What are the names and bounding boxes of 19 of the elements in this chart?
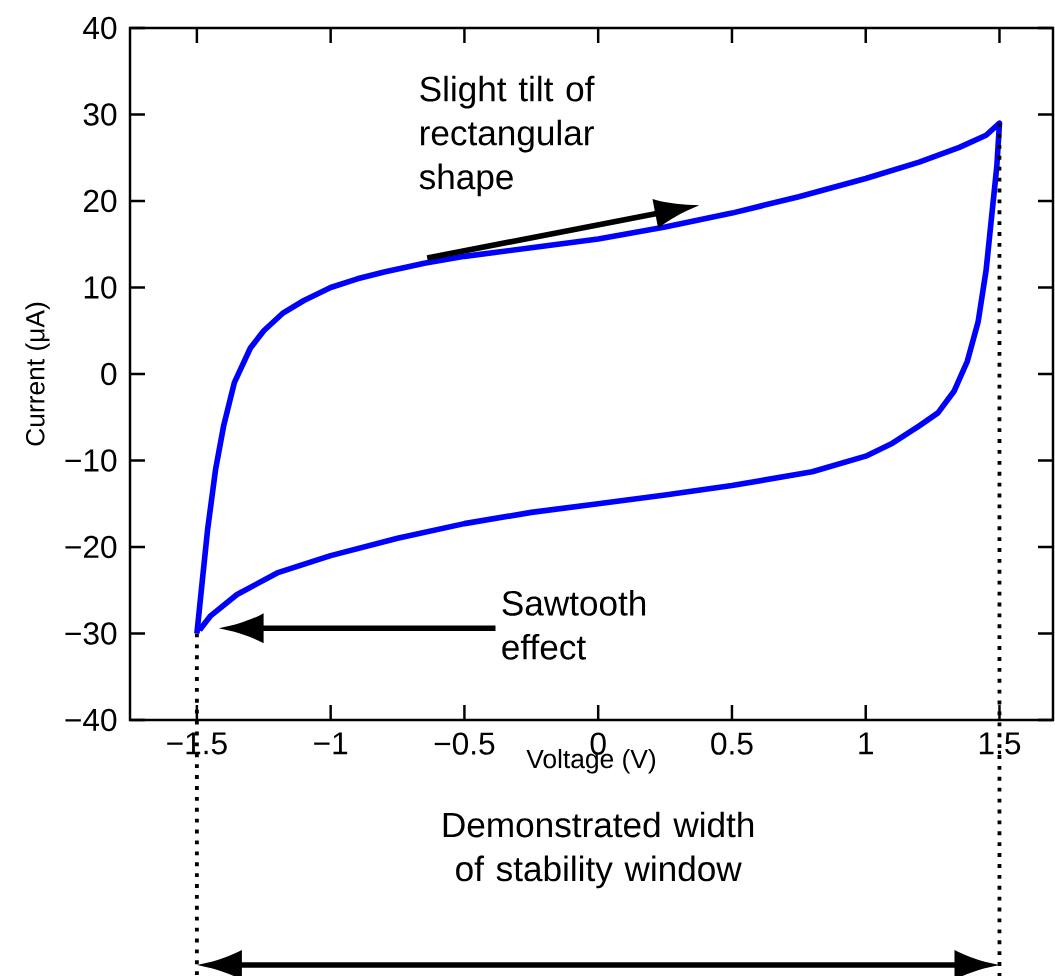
x-tick-label: 1.5 [979,732,1021,755]
y-tick-label: −20 [65,535,117,559]
x-tick-label: 0.5 [711,732,753,755]
y-tick-label: 30 [83,103,117,126]
y-tick-label: 10 [84,276,117,299]
x-tick-label: −0.5 [434,732,495,755]
y-tick-label: −10 [65,449,117,472]
x-tick-label: 1 [859,732,873,755]
y-tick-label: 20 [84,189,117,213]
y-axis-title: Current (μA) [25,302,50,446]
text: Demonstrated width of stability window [443,811,754,889]
y-tick-label: −30 [65,622,117,645]
annotation: Sawtooth effect [502,589,646,660]
x-tick-label: −1.5 [167,732,227,755]
y-tick-label: −40 [65,708,117,732]
annotation: Slight tilt of rectangular shape [419,75,595,197]
y-tick-label: 40 [83,16,117,40]
y-tick-label: 0 [101,362,117,386]
x-tick-label: −1 [314,732,348,755]
